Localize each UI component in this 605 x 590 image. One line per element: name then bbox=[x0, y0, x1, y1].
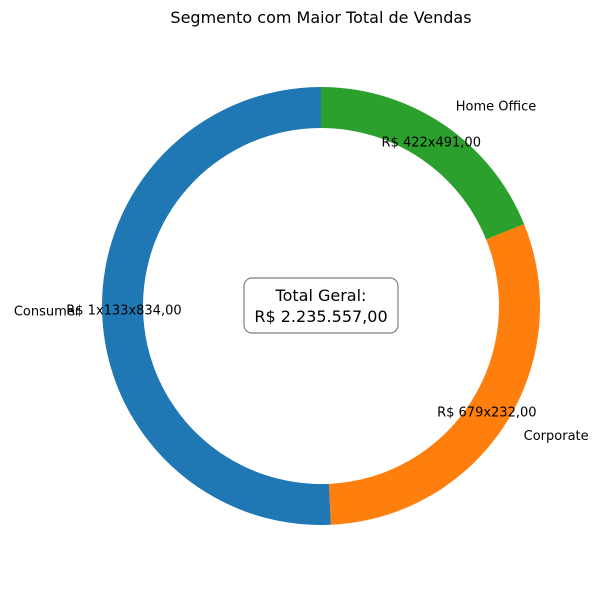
center-total-label: Total Geral: bbox=[275, 286, 367, 305]
slice-consumer bbox=[101, 87, 331, 525]
slice-value-label: R$ 422x491,00 bbox=[382, 136, 481, 151]
center-total-value: R$ 2.235.557,00 bbox=[254, 307, 387, 326]
slice-corporate bbox=[329, 224, 540, 525]
slice-category-label: Home Office bbox=[456, 99, 536, 114]
slice-value-label: R$ 679x232,00 bbox=[437, 406, 536, 421]
slice-value-label: R$ 1x133x834,00 bbox=[66, 303, 181, 318]
donut-slices bbox=[101, 87, 540, 525]
slice-home-office bbox=[321, 87, 525, 240]
center-total-box: Total Geral: R$ 2.235.557,00 bbox=[243, 277, 399, 334]
chart-title: Segmento com Maior Total de Vendas bbox=[170, 8, 471, 27]
slice-category-label: Corporate bbox=[524, 429, 589, 444]
slice-category-label: Consumer bbox=[14, 304, 81, 319]
